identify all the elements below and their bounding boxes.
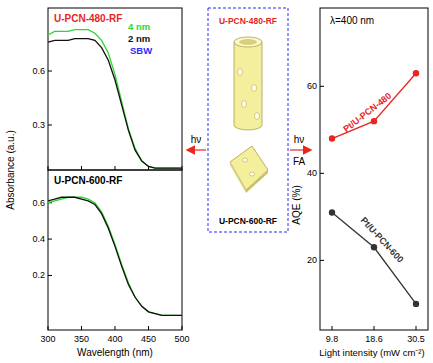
x-tick xyxy=(81,326,82,330)
aqe-point xyxy=(371,244,377,250)
diagram: U-PCN-480-RF U-PCN-600-RF hν hν FA xyxy=(188,8,310,232)
y-tick xyxy=(48,71,52,72)
panel: 300 350 400 450 500 0.2 0.4 0.6 U-PCN-600-RF Wave… xyxy=(32,170,189,358)
frame xyxy=(48,170,182,330)
spectrum-line xyxy=(48,197,182,315)
y-tick xyxy=(320,260,324,261)
dashed-box xyxy=(208,8,288,232)
series-label: Pt/U-PCN-480 xyxy=(341,91,393,134)
lines xyxy=(329,70,419,307)
frame xyxy=(48,8,182,170)
plate-face xyxy=(230,146,268,190)
x-tick xyxy=(182,326,183,330)
y-tick-label: 0.4 xyxy=(32,234,45,244)
legend-label: 4 nm xyxy=(128,21,150,32)
aqe-point xyxy=(329,209,335,215)
box-label: U-PCN-600-RF xyxy=(219,216,277,226)
panel: 0.3 0.6 U-PCN-480-RF 4 nm2 nmSBW xyxy=(32,8,182,170)
x-tick-label: 18.6 xyxy=(365,334,383,344)
x-tick-label: 450 xyxy=(141,334,156,344)
x-tick xyxy=(332,326,333,330)
aqe-point xyxy=(371,118,377,124)
panel-title: U-PCN-480-RF xyxy=(54,13,122,24)
y-tick xyxy=(320,86,324,87)
aqe-point xyxy=(413,301,419,307)
tube-hole xyxy=(252,85,257,92)
series-label: Pt/U-PCN-600 xyxy=(359,215,406,264)
plate-hole xyxy=(243,158,248,162)
x-tick xyxy=(48,326,49,330)
y-tick-label: 0.3 xyxy=(32,120,45,130)
y-tick-label: 0.6 xyxy=(32,198,45,208)
x-tick xyxy=(81,166,82,170)
box-label: U-PCN-480-RF xyxy=(219,16,277,26)
aqe-line xyxy=(332,213,416,304)
plate-icon xyxy=(230,146,268,193)
lines xyxy=(48,197,182,315)
x-tick-label: 350 xyxy=(74,334,89,344)
y-tick-label: 40 xyxy=(307,168,317,178)
y-axis-label: AQE (%) xyxy=(291,185,302,224)
panel-title: U-PCN-600-RF xyxy=(54,175,122,186)
x-tick xyxy=(115,166,116,170)
y-tick-label: 0.2 xyxy=(32,270,45,280)
y-tick xyxy=(48,239,52,240)
spectrum-line xyxy=(48,197,182,315)
y-axis-label: Absorbance (a.u.) xyxy=(5,130,16,210)
tube-body xyxy=(234,42,262,130)
arrow-label: hν xyxy=(191,134,202,145)
arrow-sublabel: FA xyxy=(293,156,306,167)
aqe-point xyxy=(329,135,335,141)
plate-edge xyxy=(230,162,246,193)
y-tick xyxy=(48,125,52,126)
y-tick xyxy=(48,275,52,276)
annotation: λ=400 nm xyxy=(330,15,374,26)
annotation: SBW xyxy=(130,45,152,56)
x-axis-label: Wavelength (nm) xyxy=(77,347,153,358)
tube-icon xyxy=(234,37,262,130)
x-tick xyxy=(148,326,149,330)
x-tick xyxy=(416,326,417,330)
plate-hole xyxy=(250,172,255,176)
y-tick-label: 60 xyxy=(307,81,317,91)
x-tick-label: 9.8 xyxy=(326,334,339,344)
aqe-point xyxy=(413,70,419,76)
y-tick xyxy=(320,173,324,174)
aqe-panel: 9.8 18.6 30.5 20 40 60 Pt/U-PCN-480 Pt/U-PCN-60… xyxy=(291,8,428,358)
figure: 0.3 0.6 U-PCN-480-RF 4 nm2 nmSBW 300 350 400 45… xyxy=(0,0,433,363)
x-tick xyxy=(374,326,375,330)
legend-label: 2 nm xyxy=(128,33,150,44)
tube-hole xyxy=(255,113,260,120)
tube-opening xyxy=(239,39,257,45)
tube-hole xyxy=(238,69,243,76)
frame xyxy=(320,8,428,330)
tube-hole xyxy=(242,101,247,108)
x-tick-label: 300 xyxy=(40,334,55,344)
spectrum-line xyxy=(48,30,182,169)
x-tick xyxy=(115,326,116,330)
aqe-line xyxy=(332,73,416,138)
x-tick-label: 400 xyxy=(107,334,122,344)
lines xyxy=(48,30,182,169)
arrow xyxy=(290,149,310,150)
x-tick xyxy=(48,166,49,170)
y-tick-label: 0.6 xyxy=(32,66,45,76)
arrow-label: hν xyxy=(294,134,305,145)
x-axis-label: Light intensity (mW cm⁻²) xyxy=(319,347,424,358)
spectrum-line xyxy=(48,39,182,169)
x-tick-label: 500 xyxy=(174,334,189,344)
arrow xyxy=(188,149,206,150)
tube-top xyxy=(234,37,262,47)
plate-edge xyxy=(246,170,268,193)
y-tick-label: 20 xyxy=(307,255,317,265)
x-tick-label: 30.5 xyxy=(407,334,425,344)
